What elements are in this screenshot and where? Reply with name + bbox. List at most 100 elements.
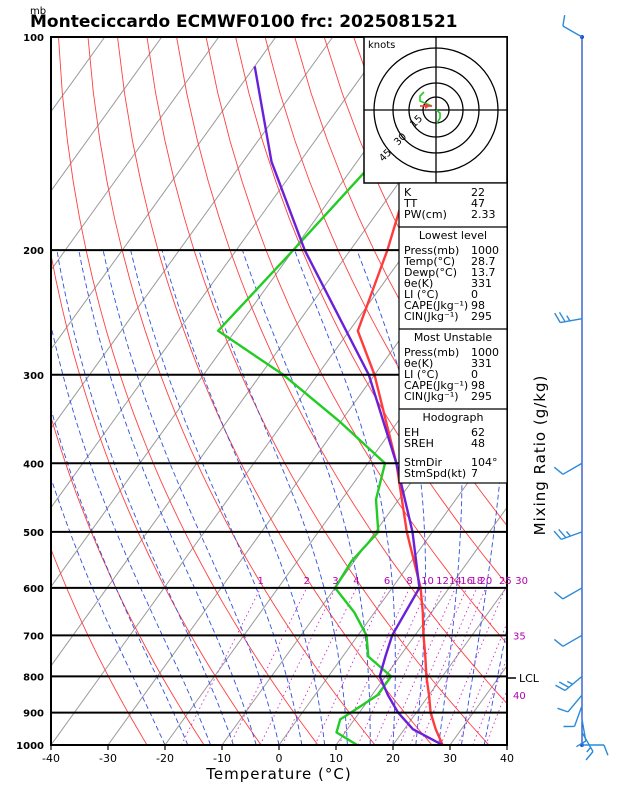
isotherm-line xyxy=(392,585,507,745)
index-value: 7 xyxy=(471,467,478,480)
wind-barb xyxy=(557,694,583,713)
mixing-ratio-line xyxy=(373,587,443,745)
index-value: 47 xyxy=(471,197,485,210)
isotherm-line xyxy=(51,37,220,271)
mixing-ratio-label: 14 xyxy=(449,576,462,587)
isotherm-line xyxy=(51,37,391,509)
mixing-ratio-line xyxy=(357,587,429,745)
hodograph-trace-upper xyxy=(435,109,441,124)
isotherm-line xyxy=(51,37,163,192)
dry-adiabat xyxy=(51,252,262,745)
mixing-ratio-label: 6 xyxy=(384,576,390,587)
mixing-ratio-label: 30 xyxy=(515,576,528,587)
storm-motion-arrow xyxy=(425,103,430,109)
mixing-ratio-line xyxy=(409,587,478,745)
pressure-tick-label: 900 xyxy=(23,709,44,720)
index-value: 295 xyxy=(471,310,492,323)
isotherm-line xyxy=(278,427,507,745)
isotherm-line xyxy=(51,37,106,113)
isotherm-line xyxy=(107,189,507,745)
mixing-ratio-line xyxy=(229,587,308,745)
index-label: TT xyxy=(403,197,418,210)
index-label: SREH xyxy=(404,437,434,450)
dry-adiabat xyxy=(117,37,433,745)
mixing-ratio-label: 25 xyxy=(499,576,512,587)
parcel-profile xyxy=(253,66,444,745)
wind-barb xyxy=(563,705,583,728)
pressure-tick-label: 600 xyxy=(23,584,44,595)
table-section-heading: Most Unstable xyxy=(414,331,493,344)
mixing-ratio-line xyxy=(282,587,357,745)
pressure-tick-label: 100 xyxy=(23,33,44,44)
isotherm-line xyxy=(51,37,448,588)
wind-barb xyxy=(562,14,583,38)
moist-adiabat xyxy=(56,250,234,745)
index-label: θe(K) xyxy=(404,277,433,290)
moist-adiabat xyxy=(294,249,396,745)
mixing-ratio-label: 16 xyxy=(460,576,473,587)
mixing-ratio-line xyxy=(259,587,336,745)
mixing-ratio-axis-title: Mixing Ratio (g/kg) xyxy=(531,375,549,536)
index-label: θe(K) xyxy=(404,357,433,370)
moist-adiabat xyxy=(483,626,507,745)
pressure-tick-label: 400 xyxy=(23,459,44,470)
index-label: Dewp(°C) xyxy=(404,266,457,279)
x-tick-label: -40 xyxy=(42,752,60,765)
mixing-ratio-line xyxy=(485,688,507,745)
wind-barb xyxy=(576,719,587,748)
index-value: 98 xyxy=(471,379,485,392)
index-value: 331 xyxy=(471,357,492,370)
wind-barb xyxy=(555,675,583,692)
wind-barb xyxy=(553,528,583,541)
moist-adiabat xyxy=(51,407,189,745)
index-value: 13.7 xyxy=(471,266,496,279)
index-value: 295 xyxy=(471,390,492,403)
lcl-label: LCL xyxy=(519,672,540,685)
dry-adiabat xyxy=(235,37,507,586)
pressure-tick-label: 1000 xyxy=(16,741,44,752)
x-tick-label: 40 xyxy=(500,752,514,765)
isotherm-line xyxy=(51,37,277,351)
x-tick-label: -30 xyxy=(99,752,117,765)
dry-adiabat xyxy=(176,37,507,705)
temperature-profile xyxy=(356,37,471,745)
index-label: Press(mb) xyxy=(404,244,459,257)
hodograph-trace-low xyxy=(419,91,433,107)
pressure-axis-ticks: 100 200 300 400 500 600 700 800 900 1000 xyxy=(16,33,44,752)
moist-adiabat xyxy=(161,249,326,745)
x-tick-label: 10 xyxy=(329,752,343,765)
index-value: 0 xyxy=(471,288,478,301)
wind-barb xyxy=(582,744,609,756)
profiles xyxy=(216,37,488,745)
index-value: 331 xyxy=(471,277,492,290)
index-label: CAPE(Jkg⁻¹) xyxy=(404,379,468,392)
index-value: 62 xyxy=(471,426,485,439)
dry-adiabat xyxy=(87,37,376,745)
mixing-ratio-label: 4 xyxy=(353,576,359,587)
table-section-heading: Hodograph xyxy=(423,411,484,424)
mixing-ratio-label: 2 xyxy=(304,576,310,587)
pressure-tick-label: 300 xyxy=(23,371,44,382)
indices-frame xyxy=(398,182,508,484)
index-value: 104° xyxy=(471,456,498,469)
index-value: 28.7 xyxy=(471,255,496,268)
moist-adiabat xyxy=(102,250,280,745)
index-label: CIN(Jkg⁻¹) xyxy=(404,310,459,323)
x-tick-label: 30 xyxy=(443,752,457,765)
index-label: StmDir xyxy=(404,456,443,469)
index-label: LI (°C) xyxy=(404,368,439,381)
hodograph: knots 15 30 45 xyxy=(363,36,508,184)
wind-barbs xyxy=(553,14,609,761)
dry-adiabat xyxy=(51,415,205,745)
moist-adiabat xyxy=(198,249,348,745)
mixing-ratio-label: 3 xyxy=(332,576,338,587)
mixing-ratio-line xyxy=(314,587,388,745)
mixing-ratio-line xyxy=(338,587,411,745)
dry-adiabat xyxy=(58,37,319,745)
wind-barb xyxy=(553,634,583,647)
pressure-tick-label: 500 xyxy=(23,528,44,539)
index-value: 0 xyxy=(471,368,478,381)
x-axis-ticks: -40 -30 -20 -10 0 10 20 30 40 xyxy=(42,745,514,765)
